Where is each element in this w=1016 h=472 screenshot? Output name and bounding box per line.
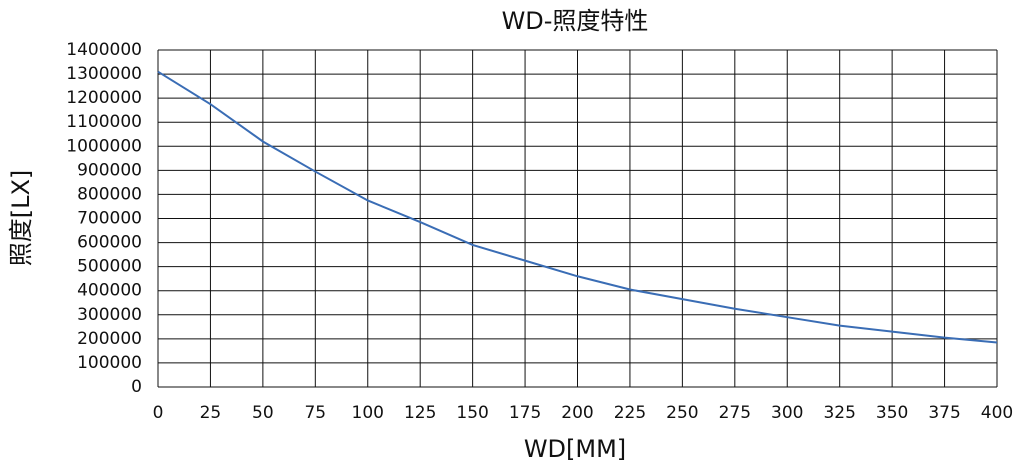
x-tick-label: 75	[304, 403, 326, 423]
y-tick-label: 1000000	[66, 136, 142, 156]
x-axis-label: WD[MM]	[524, 435, 626, 463]
y-tick-label: 500000	[77, 257, 142, 277]
x-tick-label: 325	[823, 403, 855, 423]
x-tick-label: 350	[876, 403, 908, 423]
x-tick-label: 400	[981, 403, 1013, 423]
y-tick-label: 1100000	[66, 112, 142, 132]
y-axis-label: 照度[LX]	[7, 170, 35, 267]
y-tick-label: 0	[131, 377, 142, 397]
x-tick-label: 250	[666, 403, 698, 423]
y-tick-label: 1400000	[66, 40, 142, 60]
x-tick-label: 300	[771, 403, 803, 423]
x-tick-label: 50	[252, 403, 274, 423]
y-tick-label: 400000	[77, 281, 142, 301]
x-tick-label: 225	[614, 403, 646, 423]
x-tick-label: 375	[928, 403, 960, 423]
y-tick-label: 600000	[77, 233, 142, 253]
x-tick-label: 125	[404, 403, 436, 423]
y-tick-label: 700000	[77, 209, 142, 229]
x-tick-label: 0	[153, 403, 164, 423]
data-line	[157, 70, 998, 344]
x-tick-label: 150	[456, 403, 488, 423]
y-tick-label: 1200000	[66, 88, 142, 108]
x-tick-label: 100	[352, 403, 384, 423]
y-tick-label: 900000	[77, 160, 142, 180]
y-tick-label: 800000	[77, 184, 142, 204]
x-tick-label: 275	[719, 403, 751, 423]
y-tick-label: 1300000	[66, 64, 142, 84]
y-tick-label: 100000	[77, 353, 142, 373]
chart-title: WD-照度特性	[502, 7, 649, 35]
y-tick-label: 200000	[77, 329, 142, 349]
x-tick-label: 175	[509, 403, 541, 423]
x-tick-label: 25	[200, 403, 222, 423]
x-tick-label: 200	[561, 403, 593, 423]
y-tick-label: 300000	[77, 305, 142, 325]
